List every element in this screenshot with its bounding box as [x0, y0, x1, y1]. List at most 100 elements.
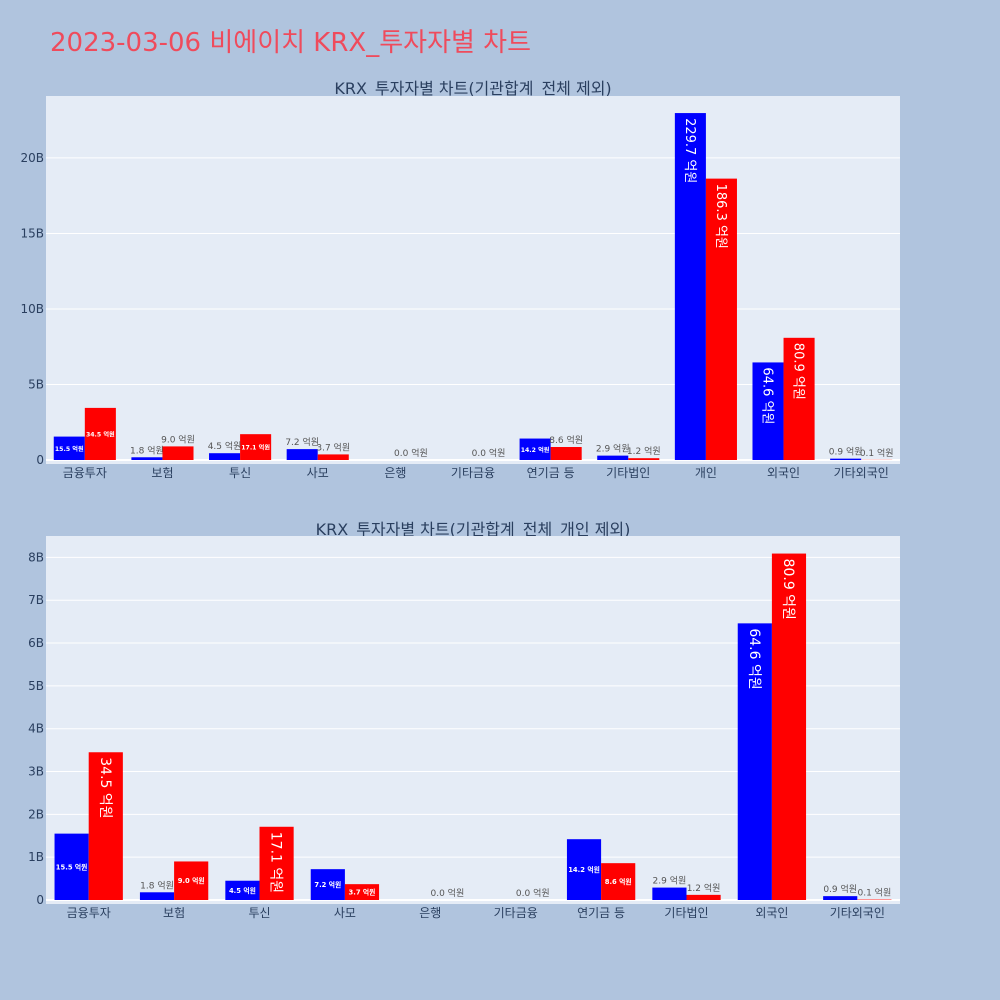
y-tick-label: 2B: [28, 807, 44, 821]
bar-value-label: 1.2 억원: [627, 445, 661, 457]
x-tick-label: 금융투자: [67, 906, 111, 920]
x-tick-label: 기타법인: [664, 906, 708, 920]
x-tick-label: 보험: [151, 466, 173, 480]
bar-value-label: 0.0 억원: [394, 447, 428, 459]
x-tick-label: 기타법인: [606, 466, 650, 480]
bar-value-label: 229.7 억원: [682, 118, 697, 183]
bar-sell: [88, 752, 123, 900]
bar-value-label: 8.6 억원: [549, 434, 583, 446]
bar-sell: [783, 337, 815, 460]
bar-value-label: 64.6 억원: [759, 367, 774, 424]
bar-value-label: 0.1 억원: [860, 447, 894, 459]
bar-sell: [686, 894, 721, 900]
bar-labels: 15.5 억원 1.8 억원 4.5 억원 7.2 억원 14.2 억원 2.9 억원 22…: [55, 118, 894, 459]
bar-buy: [737, 623, 772, 900]
bar-buy: [823, 896, 858, 900]
bar-value-label: 0.9 억원: [829, 446, 863, 458]
y-tick-label: 5B: [28, 679, 44, 693]
x-tick-label: 보험: [163, 906, 185, 920]
bar-value-label: 34.5 억원: [86, 430, 115, 438]
bar-value-label: 4.5 억원: [229, 886, 256, 895]
x-tick-label: 연기금 등: [527, 466, 575, 480]
y-axis: 0 1B 2B 3B 4B 5B 6B 7B 8B: [28, 550, 44, 907]
bar-value-label: 8.6 억원: [605, 877, 632, 886]
x-tick-label: 사모: [334, 906, 356, 920]
x-tick-label: 기타금융: [494, 906, 538, 920]
y-tick-label: 15B: [20, 226, 44, 240]
bar-buy: [652, 887, 687, 900]
bar-sell: [628, 458, 660, 460]
bar-value-label: 7.2 억원: [285, 436, 319, 448]
bar-buy: [54, 833, 89, 900]
bar-value-label: 7.2 억원: [314, 880, 341, 889]
bar-buy: [131, 457, 163, 460]
x-tick-label: 연기금 등: [577, 906, 625, 920]
bar-sell: [344, 884, 380, 900]
chart-excl-individual: KRX_투자자별 차트(기관합계_전체_개인 제외) 15.5 억원 1.8 억원…: [28, 520, 900, 920]
x-tick-label: 외국인: [767, 466, 800, 480]
x-tick-label: 기타외국인: [830, 906, 885, 920]
bar-value-label: 3.7 억원: [349, 888, 376, 897]
y-tick-label: 1B: [28, 850, 44, 864]
bar-value-label: 0.0 억원: [472, 447, 506, 459]
bar-buy: [519, 438, 551, 460]
bar-buy: [310, 869, 345, 900]
x-axis: 금융투자 보험 투신 사모 은행 기타금융 연기금 등 기타법인 외국인 기타외국인: [67, 905, 885, 920]
bar-value-label: 80.9 억원: [780, 559, 796, 620]
x-tick-label: 기타금융: [451, 466, 495, 480]
bar-value-label: 9.0 억원: [178, 876, 205, 885]
x-tick-label: 투신: [248, 906, 270, 920]
bar-sell: [317, 454, 349, 460]
bars: [54, 553, 892, 900]
bar-value-label: 2.9 억원: [653, 875, 687, 887]
bar-value-label: 34.5 억원: [97, 757, 113, 818]
chart-title: KRX_투자자별 차트(기관합계_전체 제외): [334, 79, 611, 99]
bar-buy: [752, 362, 784, 460]
y-tick-label: 6B: [28, 636, 44, 650]
x-tick-label: 사모: [307, 466, 329, 480]
bar-buy: [674, 113, 706, 461]
bar-value-label: 0.0 억원: [431, 887, 465, 899]
bar-buy: [225, 880, 260, 900]
y-tick-label: 5B: [28, 377, 44, 391]
bar-value-label: 80.9 억원: [791, 343, 806, 400]
bar-sell: [705, 178, 737, 460]
x-tick-label: 투신: [229, 466, 251, 480]
bar-sell: [550, 447, 582, 460]
bar-buy: [286, 449, 318, 460]
page-title: 2023-03-06 비에이치 KRX_투자자별 차트: [50, 28, 532, 58]
bar-value-label: 3.7 억원: [316, 441, 350, 453]
bar-buy: [139, 892, 175, 900]
x-axis: 금융투자 보험 투신 사모 은행 기타금융 연기금 등 기타법인 개인 외국인 기타외국인: [63, 465, 889, 480]
y-tick-label: 0: [36, 893, 44, 907]
bar-buy: [597, 455, 629, 460]
x-tick-label: 은행: [384, 465, 406, 480]
chart-all: KRX_투자자별 차트(기관합계_전체 제외) 15.5 억원 1.8 억원 4.5…: [20, 79, 900, 480]
y-tick-label: 8B: [28, 550, 44, 564]
bars: [53, 113, 893, 461]
bar-sell: [240, 434, 272, 460]
bar-sell: [174, 861, 209, 900]
bar-sell: [162, 446, 194, 460]
bar-value-label: 0.9 억원: [823, 883, 857, 895]
y-tick-label: 0: [36, 453, 44, 467]
bar-value-label: 15.5 억원: [56, 862, 88, 871]
y-tick-label: 20B: [20, 151, 44, 165]
x-tick-label: 기타외국인: [834, 466, 889, 480]
bar-value-label: 1.8 억원: [130, 444, 164, 456]
y-tick-label: 4B: [28, 722, 44, 736]
bar-value-label: 15.5 억원: [55, 445, 84, 453]
y-tick-label: 7B: [28, 593, 44, 607]
bar-sell: [601, 863, 636, 900]
bar-value-label: 17.1 억원: [241, 444, 270, 452]
bar-value-label: 4.5 억원: [208, 440, 242, 452]
bar-value-label: 1.2 억원: [687, 882, 721, 894]
bar-value-label: 0.0 억원: [516, 887, 550, 899]
bar-buy: [53, 436, 85, 460]
bar-value-label: 14.2 억원: [568, 865, 600, 874]
x-tick-label: 은행: [419, 905, 441, 920]
bar-value-label: 14.2 억원: [521, 446, 550, 454]
bar-labels: 15.5 억원 1.8 억원 4.5 억원 7.2 억원 14.2 억원 2.9 억원 64…: [56, 559, 891, 899]
bar-buy: [566, 839, 602, 900]
bar-value-label: 64.6 억원: [746, 628, 762, 689]
